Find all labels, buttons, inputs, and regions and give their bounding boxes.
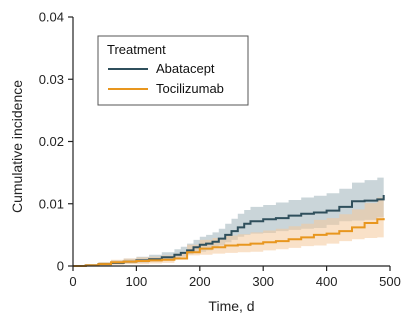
y-tick-label: 0.04 bbox=[39, 10, 64, 25]
y-tick-label: 0 bbox=[57, 259, 64, 274]
x-tick-label: 0 bbox=[69, 274, 76, 289]
y-ticks: 0 0.01 0.02 0.03 0.04 bbox=[39, 10, 73, 274]
ci-band-tocilizumab bbox=[73, 195, 384, 266]
y-tick-label: 0.03 bbox=[39, 72, 64, 87]
x-tick-label: 100 bbox=[126, 274, 148, 289]
y-tick-label: 0.01 bbox=[39, 196, 64, 211]
y-axis-title: Cumulative incidence bbox=[9, 80, 25, 213]
ci-band-abatacept bbox=[73, 170, 384, 266]
confidence-bands bbox=[73, 170, 384, 266]
x-tick-label: 200 bbox=[189, 274, 211, 289]
series-line-tocilizumab bbox=[73, 218, 385, 267]
legend-label-abatacept: Abatacept bbox=[156, 61, 215, 76]
legend-title: Treatment bbox=[107, 42, 166, 57]
legend-label-tocilizumab: Tocilizumab bbox=[156, 81, 224, 96]
legend-box bbox=[97, 35, 249, 106]
x-tick-label: 400 bbox=[316, 274, 338, 289]
x-tick-label: 500 bbox=[379, 274, 401, 289]
legend: Treatment Abatacept Tocilizumab bbox=[97, 35, 249, 106]
x-ticks: 0 100 200 300 400 500 bbox=[69, 266, 401, 289]
x-axis-title: Time, d bbox=[208, 298, 254, 314]
x-tick-label: 300 bbox=[252, 274, 274, 289]
series-lines bbox=[73, 195, 385, 267]
y-tick-label: 0.02 bbox=[39, 134, 64, 149]
